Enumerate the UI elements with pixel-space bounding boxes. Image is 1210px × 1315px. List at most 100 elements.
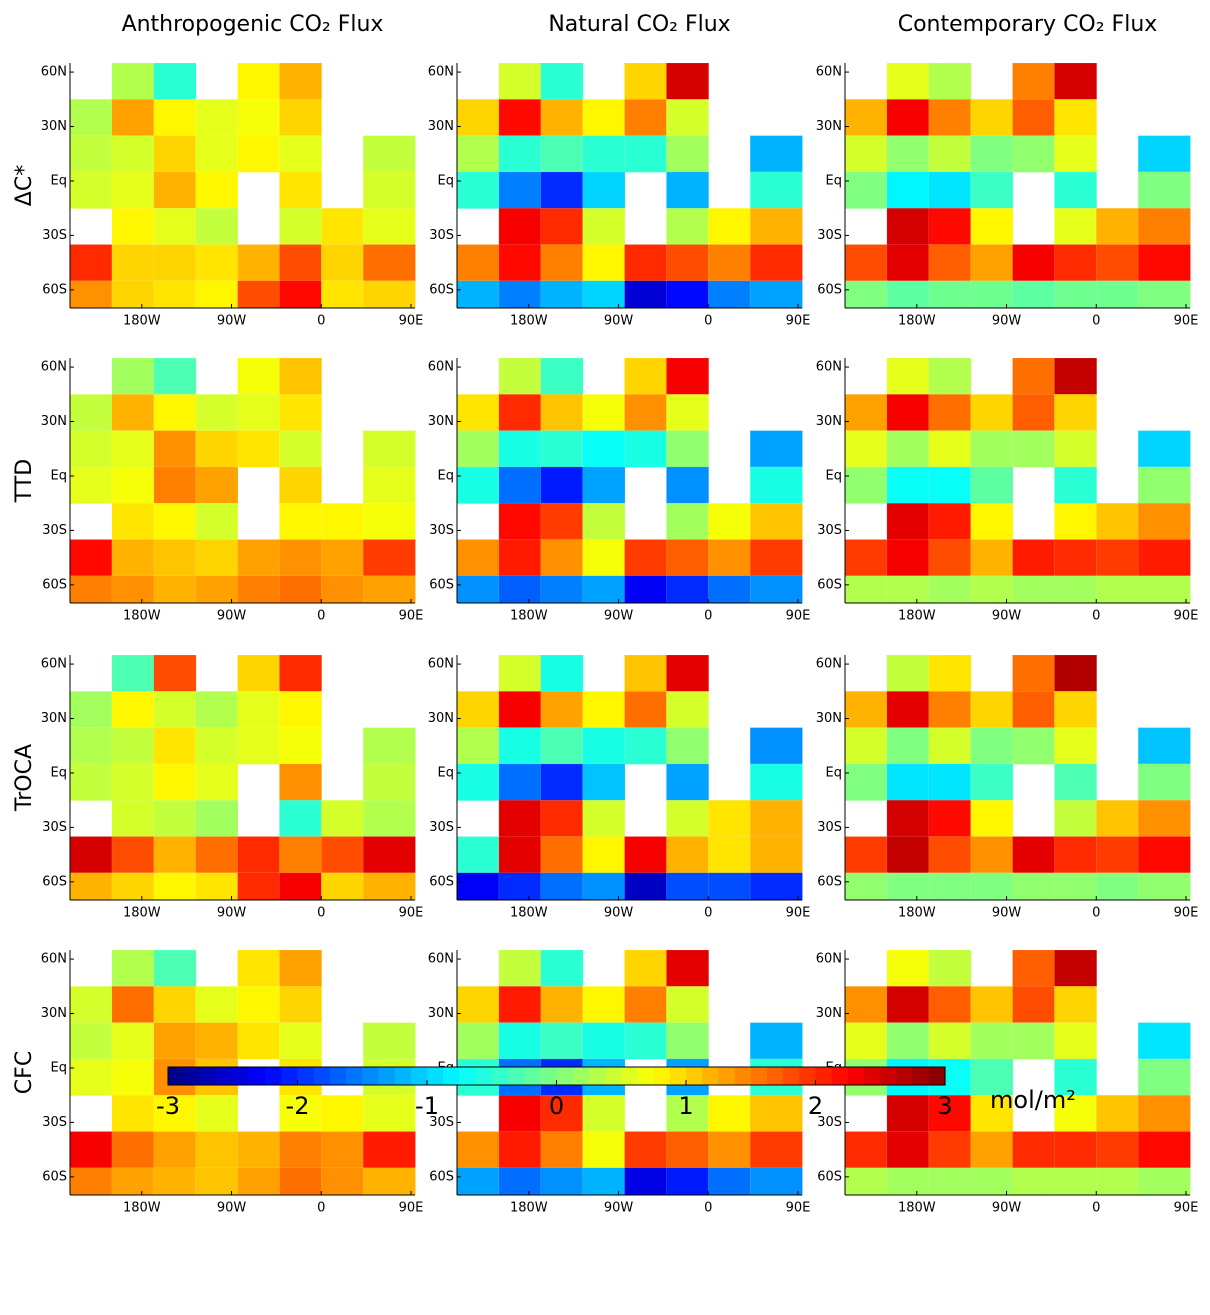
flux-cell — [456, 727, 500, 765]
x-tick-label: 90E — [786, 314, 811, 329]
colorbar-segment — [443, 1067, 460, 1085]
flux-cell — [1096, 1131, 1139, 1169]
flux-cell — [362, 836, 416, 874]
flux-cell — [195, 1022, 239, 1060]
y-tick-label: 30N — [41, 414, 67, 429]
flux-cell — [279, 62, 323, 101]
x-tick-label: 180W — [898, 1201, 936, 1216]
y-tick-label: 30N — [428, 414, 454, 429]
colorbar-segment — [281, 1067, 299, 1085]
flux-cell — [237, 1167, 281, 1196]
colorbar-tick-label: -2 — [286, 1092, 310, 1120]
flux-cell — [279, 394, 323, 432]
flux-cell — [886, 727, 930, 765]
flux-cell — [1096, 575, 1139, 604]
flux-cell — [321, 207, 364, 246]
flux-cell — [279, 99, 323, 137]
flux-cell — [321, 575, 364, 604]
flux-cell — [886, 99, 930, 137]
flux-cell — [749, 244, 803, 282]
flux-cell — [886, 171, 930, 209]
flux-cell — [498, 1094, 542, 1133]
flux-cell — [69, 135, 113, 173]
flux-cell — [708, 539, 751, 577]
flux-cell — [362, 575, 416, 604]
x-tick-label: 180W — [123, 1201, 161, 1216]
flux-cell — [153, 62, 197, 101]
flux-cell — [666, 466, 710, 504]
flux-cell — [749, 836, 803, 874]
flux-cell — [749, 575, 803, 604]
y-tick-label: Eq — [826, 173, 842, 188]
x-tick-label: 180W — [898, 906, 936, 921]
flux-cell — [666, 99, 710, 137]
flux-cell — [886, 1167, 930, 1196]
y-tick-label: 30N — [816, 119, 842, 134]
flux-cell — [749, 135, 803, 173]
flux-cell — [928, 763, 972, 801]
colorbar-segment — [524, 1067, 541, 1085]
flux-cell — [69, 430, 113, 468]
flux-cell — [666, 836, 710, 874]
flux-cell — [456, 1022, 500, 1060]
flux-cell — [111, 691, 155, 729]
flux-cell — [666, 244, 710, 282]
flux-cell — [498, 836, 542, 874]
flux-cell — [666, 654, 710, 693]
flux-cell — [195, 466, 239, 504]
flux-cell — [582, 135, 626, 173]
flux-cell — [362, 1022, 416, 1060]
y-tick-label: 60N — [816, 360, 842, 375]
flux-cell — [279, 949, 323, 988]
flux-cell — [928, 575, 972, 604]
y-tick-label: 60S — [429, 577, 454, 592]
flux-cell — [666, 502, 710, 541]
flux-cell — [1137, 727, 1191, 765]
flux-cell — [69, 872, 113, 901]
flux-cell — [582, 691, 626, 729]
y-tick-label: Eq — [438, 765, 454, 780]
flux-cell — [749, 1022, 803, 1060]
flux-cell — [498, 727, 542, 765]
flux-cell — [886, 799, 930, 838]
flux-cell — [195, 727, 239, 765]
colorbar-segment — [265, 1067, 282, 1085]
flux-cell — [1137, 171, 1191, 209]
flux-cell — [886, 836, 930, 874]
flux-cell — [1137, 135, 1191, 173]
flux-cell — [844, 1131, 888, 1169]
flux-cell — [886, 872, 930, 901]
flux-cell — [540, 727, 584, 765]
y-tick-label: 30S — [429, 1115, 454, 1130]
flux-cell — [1054, 280, 1098, 309]
flux-cell — [195, 1094, 239, 1133]
x-tick-label: 90W — [604, 609, 634, 624]
flux-cell — [362, 502, 416, 541]
flux-cell — [844, 280, 888, 309]
flux-cell — [111, 799, 155, 838]
flux-cell — [886, 575, 930, 604]
flux-cell — [844, 691, 888, 729]
flux-cell — [886, 949, 930, 988]
flux-cell — [498, 394, 542, 432]
y-tick-label: 30N — [428, 711, 454, 726]
y-tick-label: 60S — [817, 1169, 842, 1184]
y-tick-label: 30S — [817, 820, 842, 835]
y-tick-label: 60N — [816, 65, 842, 80]
flux-cell — [928, 654, 972, 693]
flux-cell — [69, 171, 113, 209]
y-tick-label: 30S — [42, 820, 67, 835]
x-tick-label: 0 — [1092, 609, 1100, 624]
flux-cell — [582, 763, 626, 801]
flux-cell — [886, 357, 930, 396]
colorbar-tick-label: 1 — [678, 1092, 693, 1120]
flux-cell — [749, 171, 803, 209]
flux-cell — [362, 244, 416, 282]
flux-cell — [1054, 244, 1098, 282]
flux-cell — [279, 799, 323, 838]
y-tick-label: 60S — [429, 282, 454, 297]
flux-cell — [886, 244, 930, 282]
flux-cell — [1012, 62, 1056, 101]
flux-cell — [456, 763, 500, 801]
flux-cell — [321, 1094, 364, 1133]
